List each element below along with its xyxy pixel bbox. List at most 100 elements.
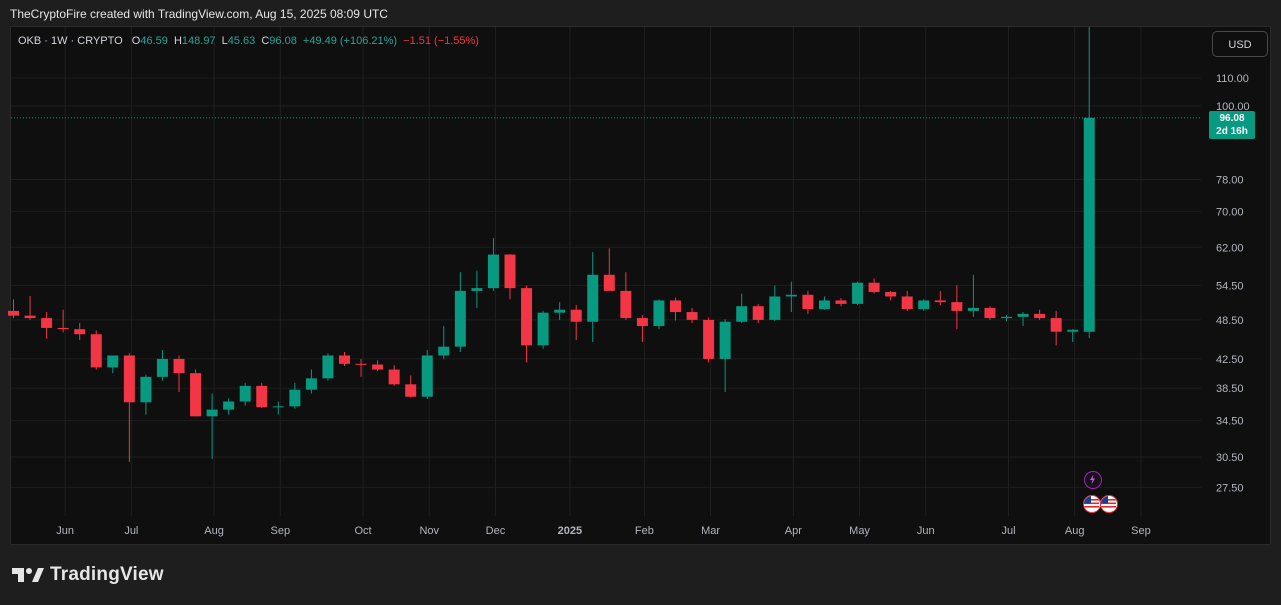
y-tick-label: 42.50 xyxy=(1216,354,1244,366)
x-tick-label: Jul xyxy=(124,525,138,537)
candle xyxy=(868,278,880,294)
candle xyxy=(901,290,913,311)
candle xyxy=(1034,309,1046,320)
x-tick-label: Feb xyxy=(635,525,654,537)
change-secondary-value: −1.51 (−1.55%) xyxy=(403,35,479,47)
us-flag-event-icon[interactable] xyxy=(1100,495,1118,513)
candle-body xyxy=(769,296,781,320)
candle xyxy=(719,319,731,393)
candle-body xyxy=(1050,318,1062,332)
candle xyxy=(190,369,202,417)
close-value: 96.08 xyxy=(269,35,297,47)
candle-body xyxy=(603,274,615,291)
candle xyxy=(653,299,665,330)
x-tick-label: Sep xyxy=(271,525,291,537)
candle xyxy=(438,326,450,359)
candle-body xyxy=(719,321,731,359)
candle-body xyxy=(388,369,400,385)
x-tick-label: Jun xyxy=(56,525,74,537)
bar-countdown: 2d 16h xyxy=(1216,126,1248,137)
candle-body xyxy=(372,364,384,370)
candle xyxy=(471,270,483,308)
candle xyxy=(686,307,698,323)
candle xyxy=(504,254,516,300)
y-axis: 110.00 100.00 78.00 70.00 62.00 54.50 48.50 42.… xyxy=(1216,73,1250,495)
candle xyxy=(603,248,615,291)
candle xyxy=(785,281,797,313)
candle xyxy=(835,298,847,307)
candle xyxy=(388,365,400,386)
candle xyxy=(74,322,86,341)
candle-body xyxy=(173,358,185,374)
y-tick-label: 78.00 xyxy=(1216,174,1244,186)
symbol-label: OKB · 1W · CRYPTO xyxy=(18,35,123,47)
y-tick-label: 54.50 xyxy=(1216,280,1244,292)
candle-body xyxy=(868,282,880,292)
candle xyxy=(90,330,102,370)
change-value: +49.49 (+106.21%) xyxy=(302,35,398,47)
x-tick-label: Aug xyxy=(1065,525,1085,537)
candle xyxy=(156,350,168,381)
candle xyxy=(107,355,119,374)
candle xyxy=(736,293,748,323)
us-flag-event-icon[interactable] xyxy=(1083,495,1101,513)
candle-body xyxy=(703,319,715,359)
candle xyxy=(885,290,897,301)
candle xyxy=(123,353,135,462)
candle xyxy=(554,302,566,320)
candle-body xyxy=(785,294,797,297)
last-price-value: 96.08 xyxy=(1219,113,1245,124)
candle xyxy=(620,272,632,320)
candle-body xyxy=(570,309,582,322)
candle-body xyxy=(190,373,202,417)
currency-button[interactable]: USD xyxy=(1212,31,1268,57)
candle-body xyxy=(305,378,317,390)
candle xyxy=(818,296,830,310)
candle xyxy=(487,237,499,291)
candle xyxy=(934,290,946,306)
candle-body xyxy=(537,312,549,346)
candle-body xyxy=(107,355,119,368)
candle-body xyxy=(752,306,764,320)
x-axis: Jun Jul Aug Sep Oct Nov Dec 2025 Feb Mar Apr May Jun… xyxy=(56,525,1150,537)
candle xyxy=(587,252,599,343)
candle xyxy=(289,382,301,409)
y-tick-label: 70.00 xyxy=(1216,206,1244,218)
candle xyxy=(984,306,996,320)
candle-body xyxy=(322,355,334,379)
candle xyxy=(852,281,864,306)
candle xyxy=(570,305,582,341)
candle xyxy=(918,299,930,311)
candle xyxy=(1017,312,1029,327)
y-tick-label: 27.50 xyxy=(1216,483,1244,495)
candle-body xyxy=(438,346,450,356)
candle-body xyxy=(918,300,930,310)
candle xyxy=(339,352,350,366)
candle-body xyxy=(852,282,864,304)
candle-body xyxy=(670,300,681,313)
candle-body xyxy=(24,315,36,319)
candle-body xyxy=(951,302,963,311)
tradingview-logo-icon xyxy=(12,568,44,582)
tradingview-logo[interactable]: TradingView xyxy=(12,564,164,586)
x-tick-label: Aug xyxy=(204,525,224,537)
candle-body xyxy=(123,355,135,403)
candle-body xyxy=(339,355,350,364)
candle-body xyxy=(818,300,830,310)
candle-body xyxy=(487,254,499,289)
candle-body xyxy=(74,329,86,335)
candle-body xyxy=(934,300,946,303)
candle-body xyxy=(521,288,533,346)
candle-body xyxy=(967,307,979,311)
lightning-event-icon[interactable] xyxy=(1084,471,1102,489)
candle xyxy=(1050,310,1062,346)
candle-body xyxy=(355,363,367,365)
y-tick-label: 100.00 xyxy=(1216,101,1250,113)
low-value: 45.63 xyxy=(227,35,256,47)
candle xyxy=(173,355,185,393)
candle xyxy=(421,350,433,400)
x-tick-label: May xyxy=(849,525,870,537)
candle xyxy=(454,272,466,353)
candle xyxy=(239,382,251,406)
